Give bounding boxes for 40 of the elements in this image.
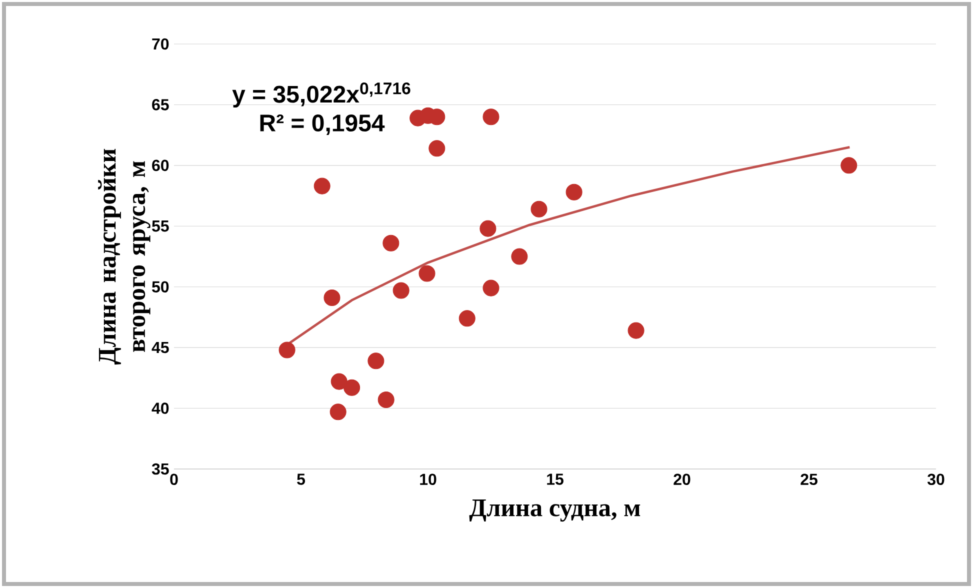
x-tick-label: 30 — [927, 474, 944, 486]
point — [428, 140, 446, 157]
point — [566, 184, 582, 200]
point — [378, 392, 394, 408]
point — [324, 290, 340, 306]
point — [530, 200, 548, 218]
point — [314, 178, 330, 194]
y-tick-label: 50 — [152, 281, 169, 292]
x-tick-label: 20 — [674, 474, 690, 486]
y-tick-label: 55 — [152, 220, 169, 232]
y-tick-label: 35 — [152, 463, 169, 475]
point — [344, 379, 360, 396]
point — [330, 404, 346, 420]
y-tick-label: 65 — [152, 99, 169, 110]
point — [628, 322, 644, 339]
point — [482, 108, 500, 126]
point — [482, 280, 500, 296]
y-axis-title: Длина надстройки второго яруса, м — [98, 148, 150, 365]
x-tick-label: 5 — [297, 474, 306, 485]
point — [368, 352, 384, 370]
x-axis-title: Длина судна, м — [469, 500, 640, 522]
annotation: y = 35,022x$^{0,1716}$ — [232, 82, 410, 108]
point — [458, 310, 476, 327]
annotation: R² = 0,1954 — [260, 114, 385, 135]
x-tick-label: 10 — [420, 474, 436, 486]
point — [392, 282, 410, 299]
point — [840, 157, 858, 174]
y-tick-label: 70 — [152, 38, 169, 50]
x-tick-label: 0 — [170, 474, 178, 486]
y-tick-label: 45 — [152, 342, 169, 354]
point — [382, 234, 400, 252]
point — [480, 220, 496, 237]
point — [278, 342, 296, 358]
point — [418, 265, 436, 282]
y-tick-label: 40 — [152, 402, 169, 414]
point — [511, 248, 528, 265]
x-tick-label: 25 — [800, 474, 818, 486]
y-tick-label: 60 — [152, 160, 169, 172]
x-tick-label: 15 — [547, 474, 564, 485]
point — [330, 373, 348, 390]
